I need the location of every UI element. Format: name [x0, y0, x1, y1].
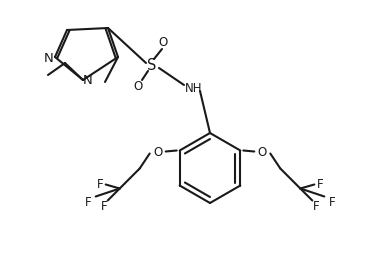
Text: O: O	[258, 146, 267, 159]
Text: S: S	[147, 58, 157, 73]
Text: O: O	[153, 146, 162, 159]
Text: F: F	[96, 178, 103, 191]
Text: O: O	[133, 80, 142, 92]
Text: N: N	[83, 74, 93, 87]
Text: F: F	[313, 200, 320, 213]
Text: N: N	[44, 51, 54, 64]
Text: NH: NH	[185, 82, 203, 95]
Text: F: F	[329, 196, 336, 209]
Text: O: O	[158, 37, 168, 50]
Text: F: F	[100, 200, 107, 213]
Text: F: F	[84, 196, 91, 209]
Text: F: F	[317, 178, 323, 191]
